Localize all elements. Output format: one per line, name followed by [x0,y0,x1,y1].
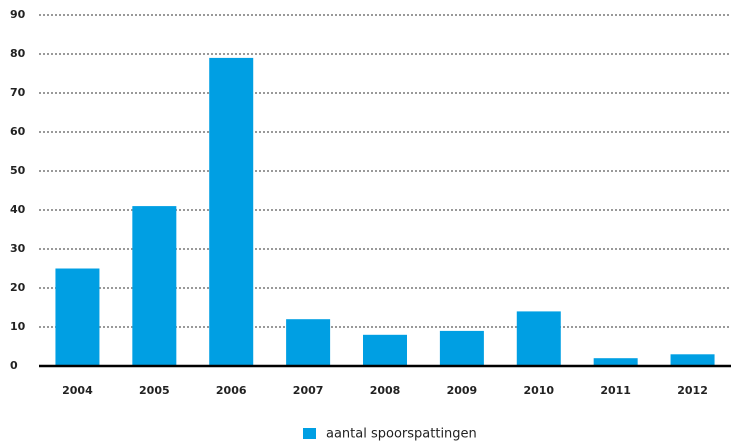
x-tick-label: 2009 [447,384,478,397]
x-tick-label: 2008 [370,384,401,397]
y-tick-label: 40 [10,203,26,216]
bar [670,354,715,366]
y-tick-label: 20 [10,281,26,294]
x-tick-label: 2010 [523,384,554,397]
x-tick-label: 2006 [216,384,247,397]
bar [439,330,484,366]
y-tick-label: 70 [10,86,26,99]
x-tick-label: 2012 [677,384,708,397]
bar [516,311,561,366]
bar [55,268,100,366]
y-tick-label: 80 [10,47,26,60]
bar [286,319,331,366]
bar [593,358,638,366]
y-tick-label: 10 [10,320,26,333]
y-tick-label: 30 [10,242,26,255]
legend-label: aantal spoorspattingen [326,427,477,442]
y-tick-label: 90 [10,8,26,21]
x-tick-label: 2007 [293,384,324,397]
x-tick-label: 2004 [62,384,93,397]
x-tick-label: 2011 [600,384,631,397]
y-tick-label: 50 [10,164,26,177]
bar [363,334,407,366]
legend-swatch [303,428,316,439]
bar [132,206,177,366]
y-tick-label: 60 [10,125,26,138]
y-tick-label: 0 [10,359,18,372]
legend: aantal spoorspattingen [303,427,477,442]
bar [209,57,254,367]
x-tick-label: 2005 [139,384,170,397]
